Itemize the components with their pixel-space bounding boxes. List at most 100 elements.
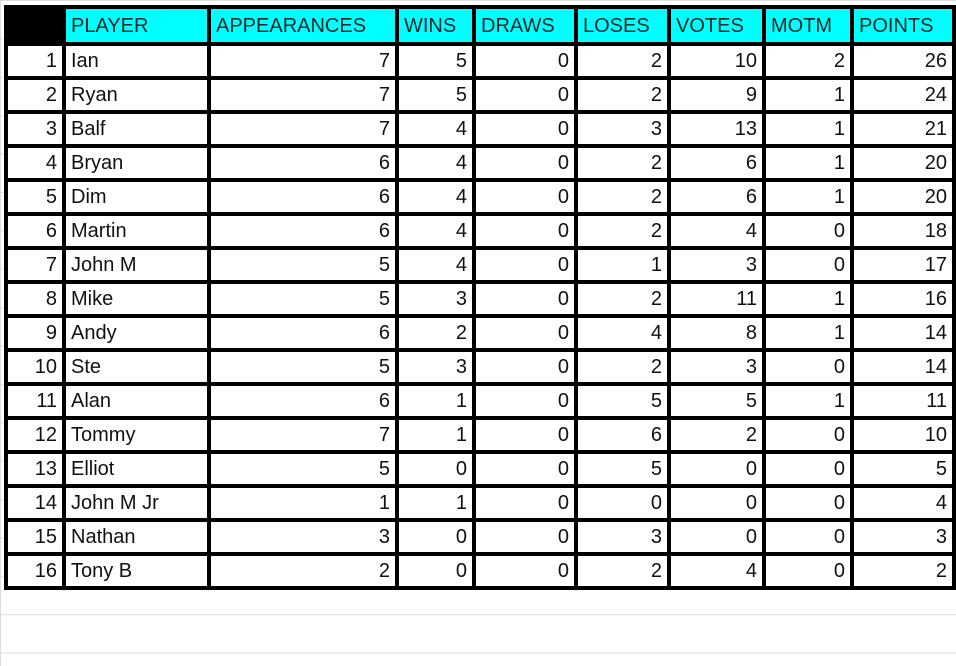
cell-draws[interactable]: 0 xyxy=(472,246,578,284)
cell-votes[interactable]: 2 xyxy=(667,416,766,454)
cell-points[interactable]: 21 xyxy=(850,110,956,148)
cell-motm[interactable]: 0 xyxy=(762,518,854,556)
cell-points[interactable]: 5 xyxy=(850,450,956,488)
cell-appearances[interactable]: 7 xyxy=(207,416,399,454)
cell-wins[interactable]: 0 xyxy=(395,450,476,488)
cell-wins[interactable]: 4 xyxy=(395,110,476,148)
cell-draws[interactable]: 0 xyxy=(472,552,578,590)
cell-wins[interactable]: 0 xyxy=(395,552,476,590)
cell-player[interactable]: Tony B xyxy=(62,552,211,590)
cell-loses[interactable]: 0 xyxy=(574,484,671,522)
cell-rank[interactable]: 3 xyxy=(4,110,66,148)
cell-appearances[interactable]: 6 xyxy=(207,212,399,250)
cell-draws[interactable]: 0 xyxy=(472,280,578,318)
cell-draws[interactable]: 0 xyxy=(472,178,578,216)
cell-points[interactable]: 17 xyxy=(850,246,956,284)
cell-loses[interactable]: 2 xyxy=(574,552,671,590)
cell-wins[interactable]: 4 xyxy=(395,178,476,216)
cell-appearances[interactable]: 7 xyxy=(207,76,399,114)
cell-points[interactable]: 14 xyxy=(850,314,956,352)
corner-cell[interactable] xyxy=(4,5,66,46)
cell-draws[interactable]: 0 xyxy=(472,518,578,556)
cell-motm[interactable]: 0 xyxy=(762,484,854,522)
cell-draws[interactable]: 0 xyxy=(472,42,578,80)
header-draws[interactable]: DRAWS xyxy=(472,5,578,46)
cell-votes[interactable]: 5 xyxy=(667,382,766,420)
cell-player[interactable]: John M Jr xyxy=(62,484,211,522)
cell-player[interactable]: Tommy xyxy=(62,416,211,454)
cell-player[interactable]: Ste xyxy=(62,348,211,386)
header-points[interactable]: POINTS xyxy=(850,5,956,46)
cell-appearances[interactable]: 7 xyxy=(207,42,399,80)
cell-loses[interactable]: 2 xyxy=(574,76,671,114)
cell-motm[interactable]: 1 xyxy=(762,144,854,182)
cell-rank[interactable]: 9 xyxy=(4,314,66,352)
cell-motm[interactable]: 1 xyxy=(762,314,854,352)
cell-motm[interactable]: 0 xyxy=(762,552,854,590)
cell-rank[interactable]: 1 xyxy=(4,42,66,80)
cell-player[interactable]: Bryan xyxy=(62,144,211,182)
cell-rank[interactable]: 2 xyxy=(4,76,66,114)
cell-player[interactable]: Elliot xyxy=(62,450,211,488)
cell-player[interactable]: Ian xyxy=(62,42,211,80)
cell-loses[interactable]: 6 xyxy=(574,416,671,454)
cell-points[interactable]: 10 xyxy=(850,416,956,454)
cell-votes[interactable]: 0 xyxy=(667,518,766,556)
cell-player[interactable]: Nathan xyxy=(62,518,211,556)
cell-wins[interactable]: 3 xyxy=(395,348,476,386)
cell-points[interactable]: 4 xyxy=(850,484,956,522)
cell-rank[interactable]: 10 xyxy=(4,348,66,386)
cell-draws[interactable]: 0 xyxy=(472,484,578,522)
cell-wins[interactable]: 2 xyxy=(395,314,476,352)
cell-rank[interactable]: 7 xyxy=(4,246,66,284)
cell-draws[interactable]: 0 xyxy=(472,76,578,114)
cell-loses[interactable]: 2 xyxy=(574,280,671,318)
cell-player[interactable]: Ryan xyxy=(62,76,211,114)
cell-appearances[interactable]: 5 xyxy=(207,348,399,386)
cell-wins[interactable]: 4 xyxy=(395,212,476,250)
cell-wins[interactable]: 1 xyxy=(395,382,476,420)
cell-rank[interactable]: 12 xyxy=(4,416,66,454)
cell-loses[interactable]: 5 xyxy=(574,382,671,420)
cell-player[interactable]: Dim xyxy=(62,178,211,216)
cell-loses[interactable]: 4 xyxy=(574,314,671,352)
cell-rank[interactable]: 6 xyxy=(4,212,66,250)
cell-points[interactable]: 2 xyxy=(850,552,956,590)
cell-votes[interactable]: 3 xyxy=(667,246,766,284)
cell-rank[interactable]: 8 xyxy=(4,280,66,318)
cell-votes[interactable]: 0 xyxy=(667,450,766,488)
cell-points[interactable]: 14 xyxy=(850,348,956,386)
cell-motm[interactable]: 1 xyxy=(762,178,854,216)
cell-draws[interactable]: 0 xyxy=(472,348,578,386)
cell-rank[interactable]: 11 xyxy=(4,382,66,420)
cell-points[interactable]: 16 xyxy=(850,280,956,318)
cell-votes[interactable]: 11 xyxy=(667,280,766,318)
cell-votes[interactable]: 6 xyxy=(667,144,766,182)
cell-votes[interactable]: 10 xyxy=(667,42,766,80)
cell-draws[interactable]: 0 xyxy=(472,212,578,250)
cell-votes[interactable]: 9 xyxy=(667,76,766,114)
cell-appearances[interactable]: 6 xyxy=(207,382,399,420)
cell-votes[interactable]: 13 xyxy=(667,110,766,148)
cell-loses[interactable]: 2 xyxy=(574,42,671,80)
cell-player[interactable]: Balf xyxy=(62,110,211,148)
cell-points[interactable]: 20 xyxy=(850,144,956,182)
cell-rank[interactable]: 5 xyxy=(4,178,66,216)
cell-points[interactable]: 20 xyxy=(850,178,956,216)
cell-votes[interactable]: 0 xyxy=(667,484,766,522)
cell-wins[interactable]: 5 xyxy=(395,42,476,80)
cell-votes[interactable]: 6 xyxy=(667,178,766,216)
cell-appearances[interactable]: 1 xyxy=(207,484,399,522)
cell-points[interactable]: 11 xyxy=(850,382,956,420)
cell-wins[interactable]: 1 xyxy=(395,416,476,454)
cell-draws[interactable]: 0 xyxy=(472,450,578,488)
header-wins[interactable]: WINS xyxy=(395,5,476,46)
cell-player[interactable]: Mike xyxy=(62,280,211,318)
header-votes[interactable]: VOTES xyxy=(667,5,766,46)
cell-player[interactable]: Martin xyxy=(62,212,211,250)
cell-points[interactable]: 3 xyxy=(850,518,956,556)
cell-wins[interactable]: 5 xyxy=(395,76,476,114)
cell-player[interactable]: Alan xyxy=(62,382,211,420)
cell-appearances[interactable]: 2 xyxy=(207,552,399,590)
cell-motm[interactable]: 0 xyxy=(762,246,854,284)
